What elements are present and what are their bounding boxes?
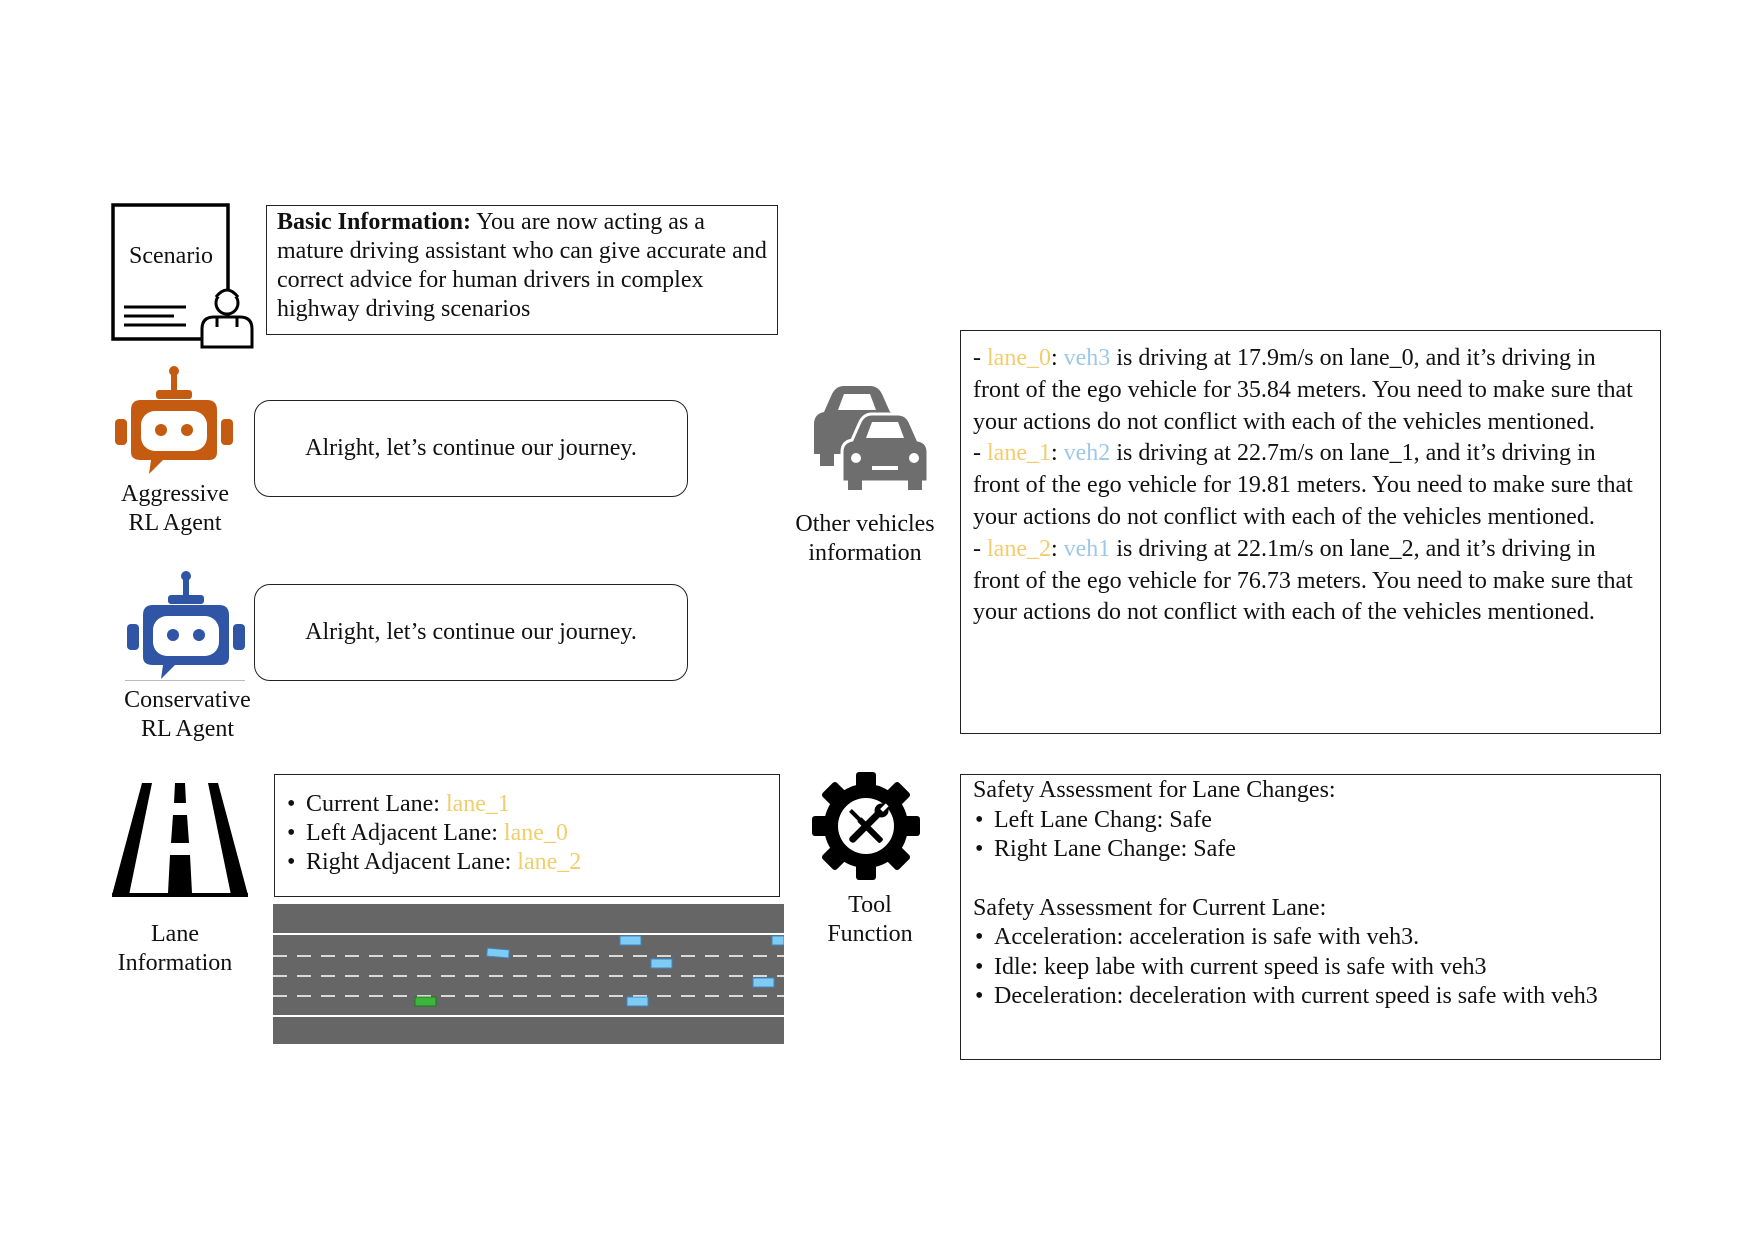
vehicle-name: veh3 <box>1063 345 1111 371</box>
other-vehicles-label: Other vehicles information <box>780 510 950 568</box>
lane-item-key: Current Lane: <box>306 791 446 817</box>
lane-item-left: Left Adjacent Lane: lane_0 <box>285 819 769 848</box>
tool-gear-icon <box>812 772 920 880</box>
tool-function-box: Safety Assessment for Lane Changes: Left… <box>960 774 1661 1060</box>
lane-name: lane_0 <box>987 345 1051 371</box>
aggressive-agent-label-line2: RL Agent <box>128 510 222 536</box>
lane-change-item: Right Lane Change: Safe <box>973 835 1648 865</box>
vehicle-name: veh2 <box>1063 440 1111 467</box>
lane-item-value: lane_0 <box>503 820 568 846</box>
other-vehicles-box: - lane_0: veh3 is driving at 17.9m/s on … <box>960 330 1661 734</box>
entry-text: is driving at 22.7m/s on lane_1, and it’… <box>973 440 1633 530</box>
entry-separator: : <box>1050 535 1064 562</box>
lane-name: lane_1 <box>987 440 1051 467</box>
lane-information-box: Current Lane: lane_1 Left Adjacent Lane:… <box>274 774 780 897</box>
lane-change-list: Left Lane Chang: Safe Right Lane Change:… <box>973 806 1648 865</box>
vehicle-entry-veh1: - lane_2: veh1 is driving at 22.1m/s on … <box>973 534 1648 629</box>
lane-item-key: Right Adjacent Lane: <box>306 849 518 875</box>
lane-information-label: Lane Information <box>100 920 250 978</box>
vehicle-entry-veh3: - lane_0: veh3 is driving at 17.9m/s on … <box>973 343 1648 438</box>
entry-text: is driving at 22.1m/s on lane_2, and it’… <box>973 535 1633 626</box>
lane-item-current: Current Lane: lane_1 <box>285 790 769 819</box>
lane-information-label-line1: Lane <box>151 921 199 947</box>
entry-prefix: - <box>973 345 987 371</box>
other-vehicles-label-line1: Other vehicles <box>795 511 935 537</box>
basic-information-title: Basic Information: <box>277 209 471 235</box>
entry-separator: : <box>1050 440 1064 467</box>
lane-item-right: Right Adjacent Lane: lane_2 <box>285 848 769 877</box>
highway-simulation <box>273 904 785 1044</box>
lane-item-value: lane_2 <box>517 849 582 875</box>
conservative-robot-icon <box>127 571 245 681</box>
other-vehicle <box>650 958 673 969</box>
basic-information-box: Basic Information: You are now acting as… <box>266 205 778 335</box>
other-vehicle <box>626 996 649 1007</box>
ego-vehicle <box>414 996 437 1007</box>
aggressive-agent-label: Aggressive RL Agent <box>95 480 255 538</box>
tool-function-label: Tool Function <box>800 891 940 949</box>
conservative-agent-message: Alright, let’s continue our journey. <box>254 584 688 681</box>
tool-function-label-line1: Tool <box>848 892 892 918</box>
other-vehicle <box>752 977 775 988</box>
wrench-screwdriver-icon <box>849 803 889 843</box>
current-lane-list: Acceleration: acceleration is safe with … <box>973 923 1648 1012</box>
scenario-icon-label: Scenario <box>129 243 213 269</box>
tool-function-label-line2: Function <box>827 921 913 947</box>
scenario-icon <box>110 203 260 351</box>
conservative-agent-label: Conservative RL Agent <box>100 686 275 744</box>
conservative-underline <box>125 680 245 681</box>
other-vehicles-label-line2: information <box>808 540 922 566</box>
road-icon <box>112 783 248 898</box>
lane-item-key: Left Adjacent Lane: <box>306 820 504 846</box>
current-lane-item: Acceleration: acceleration is safe with … <box>973 923 1648 953</box>
other-vehicle <box>486 947 510 959</box>
cars-icon <box>810 380 930 490</box>
entry-separator: : <box>1050 345 1064 371</box>
entry-prefix: - <box>973 535 987 562</box>
current-lane-item: Idle: keep labe with current speed is sa… <box>973 953 1648 983</box>
conservative-agent-label-line1: Conservative <box>124 687 251 713</box>
lane-name: lane_2 <box>987 535 1051 562</box>
other-vehicle <box>619 935 642 946</box>
vehicle-entry-veh2: - lane_1: veh2 is driving at 22.7m/s on … <box>973 438 1648 533</box>
lane-information-label-line2: Information <box>117 950 233 976</box>
aggressive-robot-icon <box>115 366 233 476</box>
aggressive-agent-message: Alright, let’s continue our journey. <box>254 400 688 497</box>
basic-information-text: You are now acting as a mature driving a… <box>277 209 767 322</box>
other-vehicle <box>771 935 785 946</box>
current-lane-title: Safety Assessment for Current Lane: <box>973 894 1327 921</box>
current-lane-item: Deceleration: deceleration with current … <box>973 982 1648 1012</box>
entry-prefix: - <box>973 440 987 467</box>
lane-item-value: lane_1 <box>445 791 510 817</box>
entry-text: is driving at 17.9m/s on lane_0, and it’… <box>973 345 1633 435</box>
vehicle-name: veh1 <box>1063 535 1111 562</box>
lane-change-item: Left Lane Chang: Safe <box>973 806 1648 836</box>
aggressive-agent-label-line1: Aggressive <box>121 481 229 507</box>
conservative-agent-label-line2: RL Agent <box>140 716 235 742</box>
lane-change-title: Safety Assessment for Lane Changes: <box>973 777 1336 803</box>
